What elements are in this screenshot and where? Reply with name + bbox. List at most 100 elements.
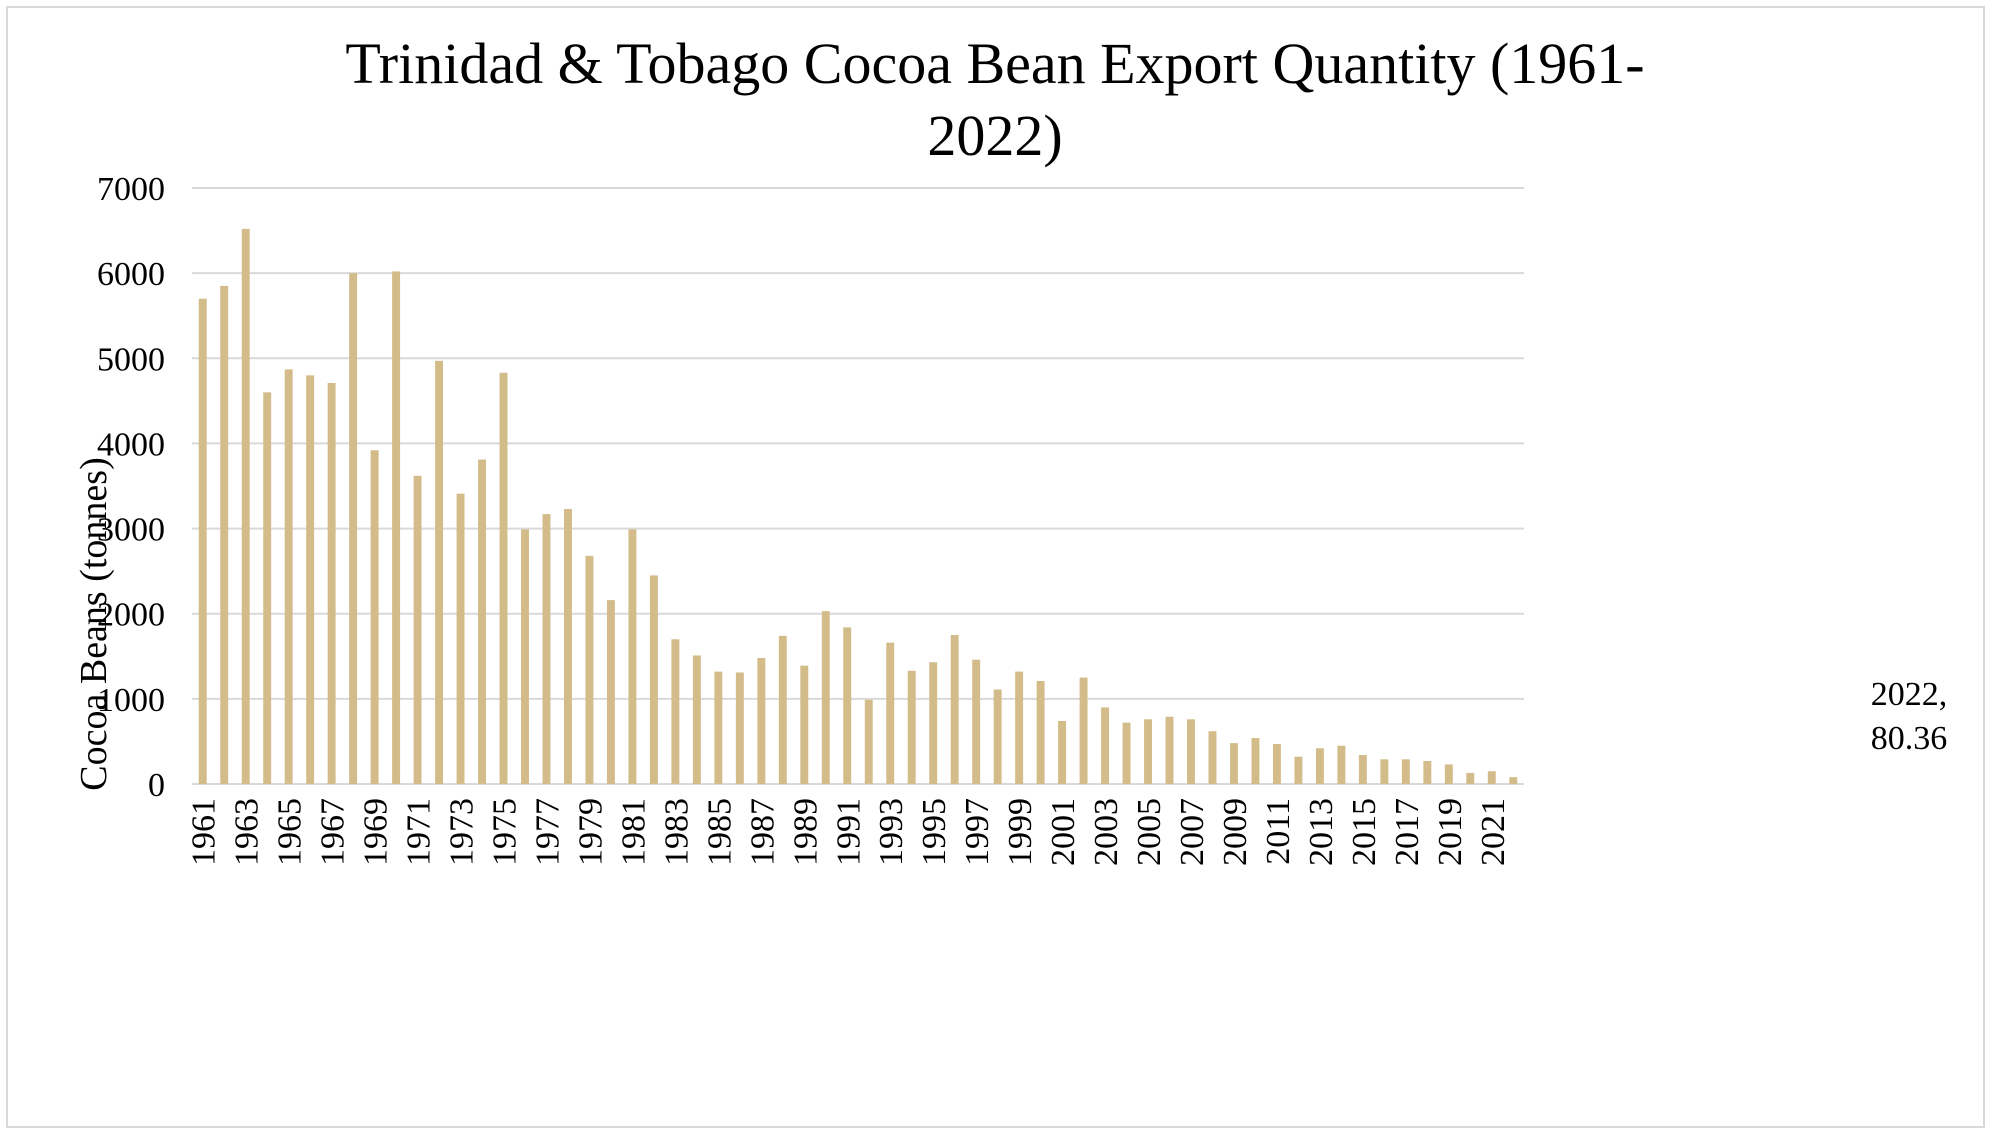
y-tick-label: 4000	[97, 426, 165, 463]
bar-1999	[1015, 671, 1024, 784]
bar-2005	[1144, 719, 1153, 784]
x-tick-label: 1983	[658, 798, 695, 866]
bar-1989	[800, 665, 809, 784]
bar-2004	[1122, 722, 1131, 784]
bar-2012	[1294, 756, 1303, 784]
bar-2011	[1272, 743, 1281, 784]
y-tick-label: 6000	[97, 256, 165, 293]
y-tick-labels: 0 1000 2000 3000 4000 5000 6000 7000	[97, 171, 165, 804]
gridlines	[192, 187, 1524, 785]
bar-1986	[735, 672, 744, 784]
bar-1968	[349, 273, 358, 784]
bar-2007	[1187, 719, 1195, 784]
bar-2015	[1358, 755, 1367, 784]
bar-1984	[692, 655, 701, 784]
bar-1966	[306, 375, 315, 784]
y-tick-label: 2000	[97, 597, 165, 634]
bar-1973	[456, 493, 465, 784]
bars	[198, 228, 1518, 784]
x-tick-label: 1981	[615, 798, 652, 866]
bar-1980	[606, 600, 615, 784]
bar-2021	[1487, 771, 1496, 784]
bar-2006	[1165, 716, 1174, 784]
x-tick-labels: 1961 1963 1965 1967 1969 1971 1973 1975 1977 1979…	[186, 798, 1512, 866]
chart-frame: Trinidad & Tobago Cocoa Bean Export Quan…	[6, 6, 1985, 1128]
bar-1967	[327, 382, 336, 784]
x-tick-label: 1997	[959, 798, 996, 866]
bar-1971	[413, 475, 422, 784]
bar-1997	[972, 659, 981, 784]
x-tick-label: 1995	[916, 798, 953, 866]
bar-2010	[1251, 738, 1260, 784]
x-tick-label: 2007	[1174, 798, 1211, 866]
x-tick-label: 2021	[1475, 798, 1512, 866]
bar-1982	[649, 575, 658, 784]
bar-2016	[1380, 759, 1389, 784]
x-tick-label: 1961	[186, 798, 223, 866]
x-tick-label: 1967	[315, 798, 352, 866]
bar-1964	[263, 392, 272, 784]
bar-1994	[907, 670, 916, 784]
bar-1992	[864, 699, 873, 784]
bar-2008	[1208, 731, 1217, 784]
bar-1983	[671, 639, 680, 784]
x-tick-label: 1993	[873, 798, 910, 866]
bar-1985	[714, 671, 723, 784]
bar-2002	[1079, 677, 1088, 784]
chart-title-line-1: Trinidad & Tobago Cocoa Bean Export Quan…	[345, 31, 1644, 96]
bar-2022	[1509, 777, 1518, 784]
bar-2017	[1401, 759, 1410, 784]
chart-title-line-2: 2022)	[927, 103, 1062, 168]
x-tick-label: 1965	[272, 798, 309, 866]
bar-chart: Trinidad & Tobago Cocoa Bean Export Quan…	[73, 31, 1948, 866]
bar-2000	[1036, 680, 1045, 784]
x-tick-label: 1969	[358, 798, 395, 866]
x-tick-label: 2009	[1217, 798, 1254, 866]
bar-1965	[284, 369, 293, 784]
bar-1988	[778, 635, 787, 784]
x-tick-label: 2003	[1088, 798, 1125, 866]
bar-2018	[1423, 761, 1432, 784]
bar-1977	[542, 514, 551, 784]
bar-2003	[1101, 707, 1110, 784]
bar-1990	[821, 611, 830, 784]
bar-2001	[1058, 720, 1067, 784]
bar-1993	[886, 642, 895, 784]
y-axis-label: Cocoa Beans (tonnes)	[73, 457, 115, 790]
bar-1969	[370, 450, 379, 784]
bar-1974	[478, 459, 487, 784]
bar-1996	[950, 635, 959, 784]
y-tick-label: 7000	[97, 171, 165, 208]
y-tick-label: 5000	[97, 341, 165, 378]
y-tick-label: 0	[148, 767, 165, 804]
x-tick-label: 2019	[1432, 798, 1469, 866]
y-tick-label: 1000	[97, 682, 165, 719]
bar-1987	[757, 657, 766, 784]
data-label-line-2: 80.36	[1871, 720, 1948, 757]
bar-2020	[1466, 772, 1475, 784]
bar-2014	[1337, 745, 1346, 784]
x-tick-label: 1979	[572, 798, 609, 866]
x-tick-label: 2005	[1131, 798, 1168, 866]
bar-1963	[241, 228, 250, 784]
x-tick-label: 1971	[401, 798, 438, 866]
bar-1976	[521, 529, 529, 784]
x-tick-label: 2013	[1303, 798, 1340, 866]
bar-1981	[628, 529, 637, 784]
bar-1962	[220, 285, 229, 784]
x-tick-label: 1989	[787, 798, 824, 866]
x-tick-label: 1987	[744, 798, 781, 866]
bar-1961	[198, 298, 207, 784]
x-tick-label: 1991	[830, 798, 867, 866]
x-tick-label: 2001	[1045, 798, 1082, 866]
x-tick-label: 1963	[229, 798, 266, 866]
x-tick-label: 2017	[1389, 798, 1426, 866]
x-tick-label: 1973	[444, 798, 481, 866]
x-tick-label: 1977	[529, 798, 566, 866]
bar-1970	[392, 271, 401, 784]
x-tick-label: 2011	[1260, 798, 1297, 865]
bar-1995	[929, 662, 938, 784]
bar-1998	[993, 689, 1002, 784]
bar-1972	[435, 360, 444, 784]
bar-2019	[1444, 764, 1453, 784]
